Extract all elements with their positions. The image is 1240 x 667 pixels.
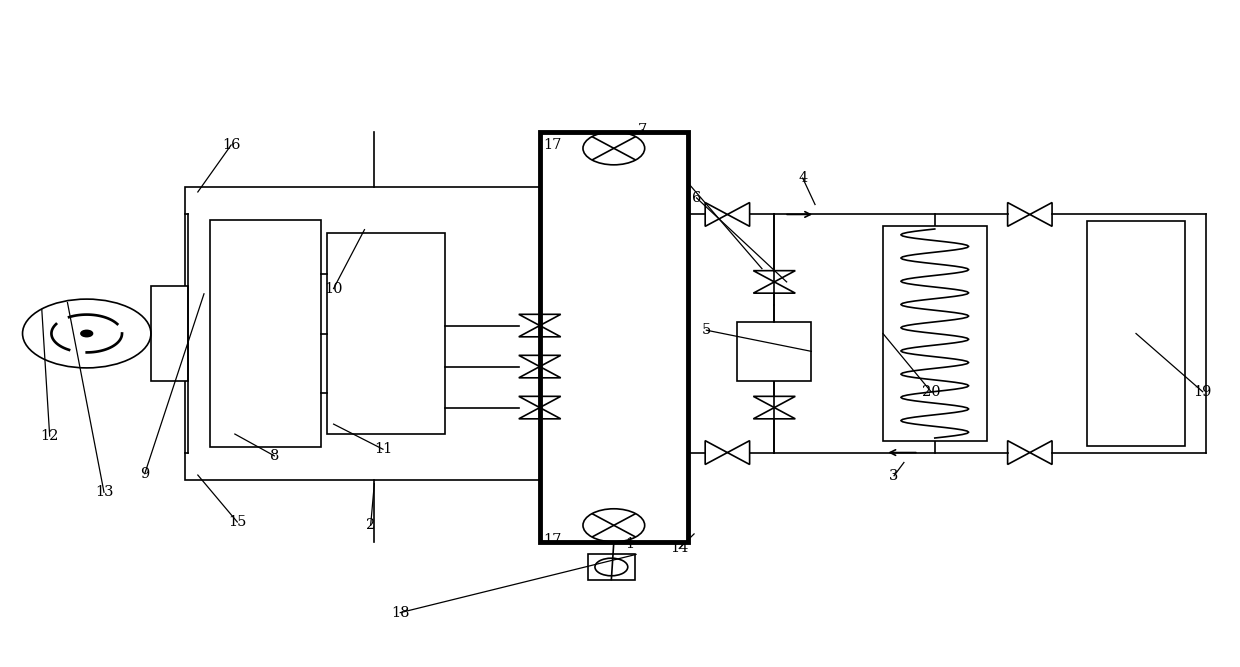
Text: 17: 17 — [543, 533, 562, 547]
Circle shape — [81, 330, 93, 337]
FancyBboxPatch shape — [588, 554, 635, 580]
Text: 19: 19 — [1193, 385, 1211, 399]
Text: 18: 18 — [391, 606, 409, 620]
Text: 4: 4 — [799, 171, 807, 185]
Text: 9: 9 — [140, 467, 149, 481]
FancyBboxPatch shape — [539, 132, 688, 542]
Text: 6: 6 — [692, 191, 702, 205]
Text: 11: 11 — [374, 442, 392, 456]
Text: 14: 14 — [670, 542, 688, 556]
FancyBboxPatch shape — [327, 233, 445, 434]
Text: 15: 15 — [228, 515, 247, 529]
FancyBboxPatch shape — [738, 321, 811, 381]
Text: 7: 7 — [637, 123, 647, 137]
Text: 3: 3 — [889, 469, 899, 483]
Text: 12: 12 — [41, 429, 58, 443]
Text: 10: 10 — [325, 281, 342, 295]
FancyBboxPatch shape — [151, 285, 188, 382]
FancyBboxPatch shape — [186, 187, 539, 480]
FancyBboxPatch shape — [1086, 221, 1185, 446]
Text: 5: 5 — [702, 323, 711, 338]
Text: 1: 1 — [625, 537, 635, 551]
Text: 16: 16 — [222, 138, 241, 152]
Text: 2: 2 — [366, 518, 376, 532]
Text: 17: 17 — [543, 138, 562, 152]
Text: 8: 8 — [269, 449, 279, 463]
FancyBboxPatch shape — [883, 225, 987, 442]
Text: 13: 13 — [94, 486, 113, 499]
FancyBboxPatch shape — [210, 219, 321, 448]
Text: 20: 20 — [921, 385, 940, 399]
